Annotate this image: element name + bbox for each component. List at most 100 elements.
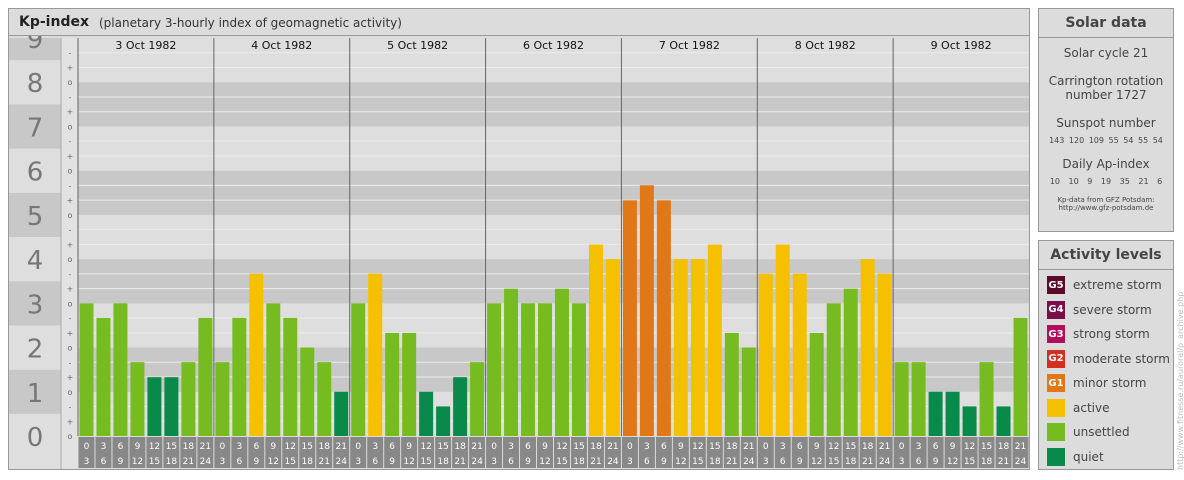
- interval-start-label: 12: [692, 442, 703, 452]
- interval-end-label: 3: [899, 457, 905, 467]
- interval-cell: [774, 437, 791, 468]
- kp-bar: [979, 362, 994, 436]
- interval-end-label: 3: [219, 457, 225, 467]
- sunspot-heading: Sunspot number: [1056, 116, 1156, 130]
- legend-swatch: G5: [1047, 276, 1065, 294]
- minor-tick-label: o: [68, 211, 73, 220]
- interval-end-label: 12: [268, 457, 279, 467]
- y-label-band: [9, 413, 61, 469]
- interval-end-label: 21: [454, 457, 465, 467]
- interval-cell: [214, 437, 231, 468]
- kp-bar: [588, 244, 603, 436]
- interval-start-label: 15: [709, 442, 720, 452]
- interval-start-label: 21: [471, 442, 482, 452]
- interval-start-label: 0: [627, 442, 633, 452]
- legend-swatch: [1047, 398, 1065, 417]
- interval-start-label: 6: [525, 442, 531, 452]
- interval-start-label: 18: [319, 442, 331, 452]
- kp-bar: [724, 332, 739, 436]
- interval-end-label: 24: [471, 457, 483, 467]
- kp-bar: [826, 303, 841, 436]
- legend-item: G1 minor storm: [1047, 373, 1146, 393]
- legend-label: severe storm: [1073, 302, 1152, 317]
- interval-cell: [893, 437, 910, 468]
- kp-bar: [300, 347, 315, 436]
- minor-tick-label: +: [67, 152, 74, 161]
- interval-end-label: 24: [743, 457, 755, 467]
- y-label-band: [9, 192, 61, 237]
- minor-tick-label: -: [69, 403, 72, 412]
- interval-start-label: 15: [437, 442, 448, 452]
- kp-bar: [656, 200, 671, 436]
- interval-start-label: 21: [879, 442, 890, 452]
- interval-end-label: 9: [661, 457, 667, 467]
- minor-tick-label: +: [67, 373, 74, 382]
- interval-cell: [503, 437, 520, 468]
- legend-item: G5 extreme storm: [1047, 275, 1162, 295]
- interval-cell: [842, 437, 859, 468]
- kp-bar: [470, 362, 485, 436]
- legend-item: active: [1047, 398, 1109, 418]
- interval-cell: [808, 437, 825, 468]
- interval-start-label: 12: [149, 442, 160, 452]
- interval-start-label: 9: [950, 442, 956, 452]
- kp-bar: [962, 406, 977, 436]
- interval-end-label: 15: [692, 457, 703, 467]
- kp-bar: [639, 185, 654, 436]
- minor-tick-label: o: [68, 432, 73, 441]
- minor-tick-label: -: [69, 314, 72, 323]
- interval-end-label: 15: [828, 457, 839, 467]
- kp-bar: [928, 391, 943, 436]
- minor-tick-label: -: [69, 358, 72, 367]
- interval-start-label: 3: [372, 442, 378, 452]
- activity-heading: Activity levels: [1039, 241, 1173, 270]
- interval-end-label: 18: [302, 457, 314, 467]
- minor-tick-label: +: [67, 417, 74, 426]
- interval-cell: [248, 437, 265, 468]
- interval-end-label: 15: [149, 457, 160, 467]
- interval-cell: [910, 437, 927, 468]
- interval-cell: [418, 437, 435, 468]
- interval-start-label: 6: [661, 442, 667, 452]
- kp-bar: [571, 303, 586, 436]
- interval-cell: [944, 437, 961, 468]
- interval-cell: [452, 437, 469, 468]
- legend-item: unsettled: [1047, 422, 1130, 442]
- minor-tick-label: +: [67, 240, 74, 249]
- kp-bar: [402, 332, 417, 436]
- interval-start-label: 15: [573, 442, 584, 452]
- kp-bar: [555, 288, 569, 436]
- interval-end-label: 3: [355, 457, 361, 467]
- interval-end-label: 21: [590, 457, 601, 467]
- minor-tick-label: o: [68, 388, 73, 397]
- legend-item: G2 moderate storm: [1047, 349, 1170, 369]
- interval-end-label: 3: [84, 457, 90, 467]
- interval-cell: [486, 437, 503, 468]
- interval-cell: [146, 437, 163, 468]
- interval-start-label: 9: [270, 442, 276, 452]
- minor-tick-label: o: [68, 299, 73, 308]
- legend-swatch: G2: [1047, 349, 1065, 368]
- interval-cell: [435, 437, 452, 468]
- solar-data-heading: Solar data: [1039, 9, 1173, 38]
- interval-start-label: 6: [389, 442, 395, 452]
- carrington-line-2: number 1727: [1065, 88, 1147, 102]
- interval-end-label: 24: [200, 457, 212, 467]
- interval-end-label: 15: [420, 457, 431, 467]
- kp-bar: [232, 317, 247, 436]
- activity-levels-panel: Activity levels G5 extreme storm G4 severe …: [1038, 240, 1174, 470]
- interval-cell: [129, 437, 146, 468]
- interval-cell: [333, 437, 350, 468]
- day-label: 6 Oct 1982: [523, 39, 584, 52]
- interval-start-label: 9: [542, 442, 548, 452]
- y-tick-label: 7: [27, 113, 44, 143]
- interval-end-label: 9: [525, 457, 531, 467]
- minor-tick-label: -: [69, 137, 72, 146]
- interval-cell: [316, 437, 333, 468]
- interval-cell: [265, 437, 282, 468]
- kp-bar: [945, 391, 960, 436]
- source-line-2: http://www.gfz-potsdam.de: [1058, 204, 1154, 212]
- grid-band: [78, 170, 1029, 215]
- interval-start-label: 15: [302, 442, 313, 452]
- grid-band: [78, 126, 1029, 171]
